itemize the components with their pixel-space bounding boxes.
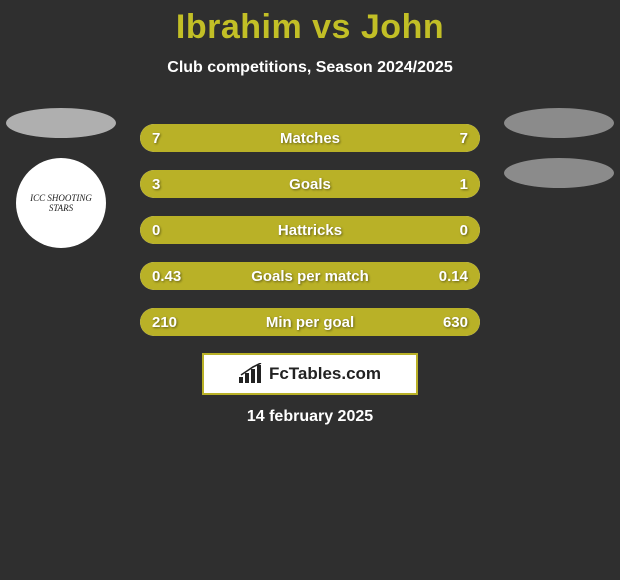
right-ellipse-icon-2 [504, 158, 614, 188]
stats-bars: 7 Matches 7 3 Goals 1 0 Hattricks 0 0.43… [140, 124, 480, 354]
stat-value-right: 630 [443, 308, 468, 336]
stat-value-right: 0 [460, 216, 468, 244]
bar-chart-icon [239, 363, 263, 385]
page-subtitle: Club competitions, Season 2024/2025 [0, 59, 620, 77]
stat-label: Matches [140, 124, 480, 152]
page-title: Ibrahim vs John [0, 0, 620, 47]
right-team-column [504, 108, 614, 208]
stat-value-right: 1 [460, 170, 468, 198]
stat-row-min-per-goal: 210 Min per goal 630 [140, 308, 480, 336]
brand-box[interactable]: FcTables.com [202, 353, 418, 395]
left-team-crest: ICC SHOOTING STARS [16, 158, 106, 248]
left-team-column: ICC SHOOTING STARS [6, 108, 116, 248]
stat-row-goals-per-match: 0.43 Goals per match 0.14 [140, 262, 480, 290]
stat-row-goals: 3 Goals 1 [140, 170, 480, 198]
right-ellipse-icon-1 [504, 108, 614, 138]
left-ellipse-icon [6, 108, 116, 138]
stat-label: Goals [140, 170, 480, 198]
stat-label: Hattricks [140, 216, 480, 244]
stat-label: Min per goal [140, 308, 480, 336]
stat-row-matches: 7 Matches 7 [140, 124, 480, 152]
stat-value-right: 7 [460, 124, 468, 152]
left-crest-text: ICC SHOOTING STARS [20, 193, 102, 213]
stat-row-hattricks: 0 Hattricks 0 [140, 216, 480, 244]
brand-text: FcTables.com [269, 364, 381, 384]
comparison-date: 14 february 2025 [0, 408, 620, 426]
stat-value-right: 0.14 [439, 262, 468, 290]
stat-label: Goals per match [140, 262, 480, 290]
